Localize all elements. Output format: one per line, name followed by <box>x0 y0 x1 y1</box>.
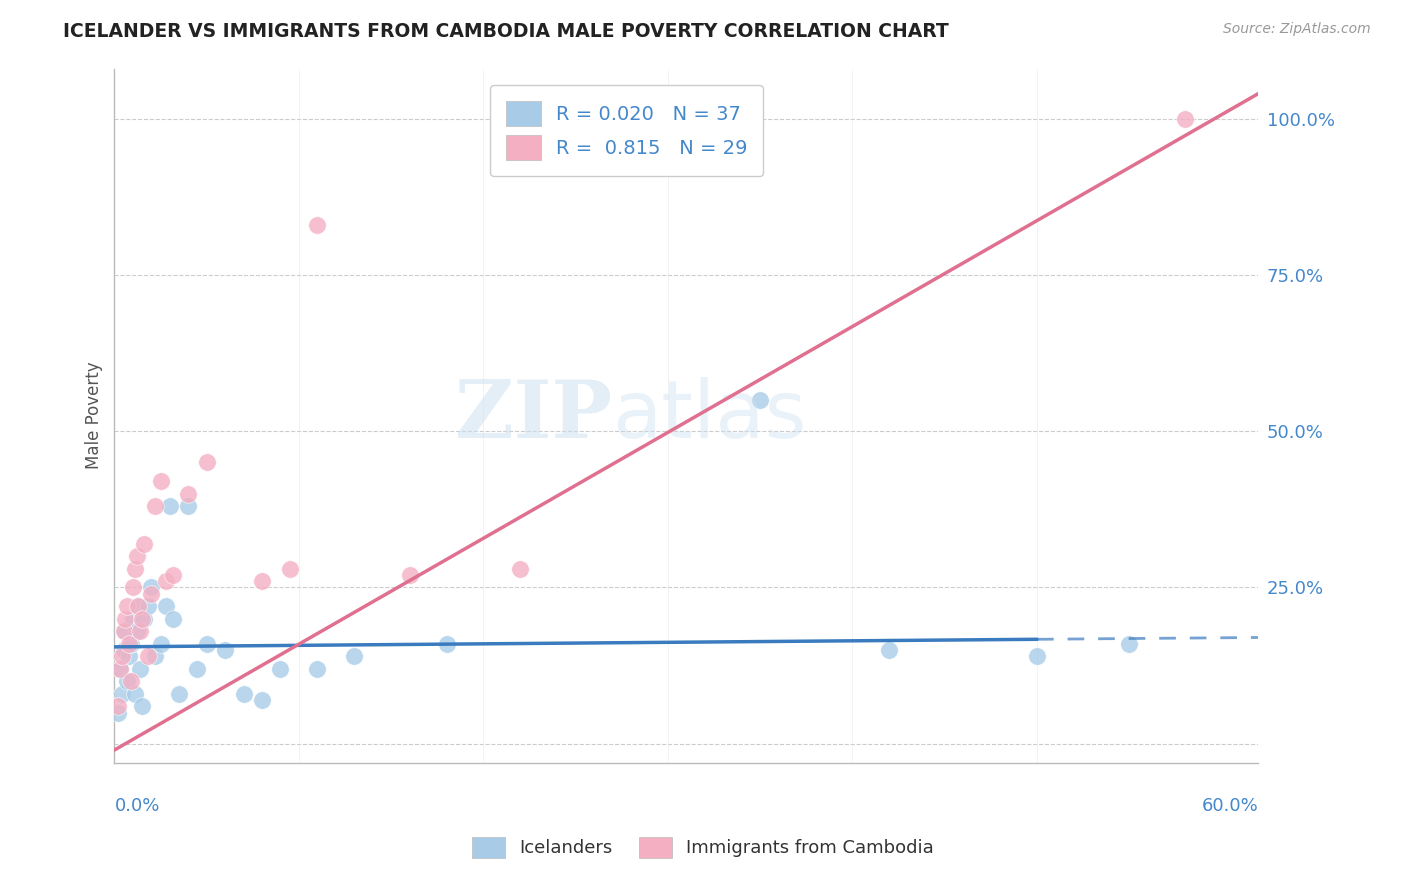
Point <box>155 574 177 589</box>
Point <box>269 662 291 676</box>
Point <box>143 499 166 513</box>
Text: 60.0%: 60.0% <box>1202 797 1258 815</box>
Point <box>111 687 134 701</box>
Point <box>149 637 172 651</box>
Point <box>232 687 254 701</box>
Text: atlas: atlas <box>612 376 807 455</box>
Point <box>1174 112 1197 126</box>
Point <box>125 549 148 564</box>
Text: ZIP: ZIP <box>456 376 612 455</box>
Point <box>131 612 153 626</box>
Point <box>132 537 155 551</box>
Point <box>111 649 134 664</box>
Point <box>124 687 146 701</box>
Text: ICELANDER VS IMMIGRANTS FROM CAMBODIA MALE POVERTY CORRELATION CHART: ICELANDER VS IMMIGRANTS FROM CAMBODIA MA… <box>63 22 949 41</box>
Point <box>214 643 236 657</box>
Point <box>118 637 141 651</box>
Point <box>749 392 772 407</box>
Point <box>131 699 153 714</box>
Point <box>127 599 149 614</box>
Point <box>125 624 148 639</box>
Point <box>879 643 901 657</box>
Point <box>136 599 159 614</box>
Text: Source: ZipAtlas.com: Source: ZipAtlas.com <box>1223 22 1371 37</box>
Point <box>343 649 366 664</box>
Point <box>141 587 163 601</box>
Point <box>114 624 136 639</box>
Point <box>107 699 129 714</box>
Point <box>278 562 301 576</box>
Point <box>1118 637 1140 651</box>
Legend: Icelanders, Immigrants from Cambodia: Icelanders, Immigrants from Cambodia <box>465 830 941 865</box>
Point <box>509 562 531 576</box>
Point <box>436 637 458 651</box>
Point <box>118 649 141 664</box>
Point <box>117 599 139 614</box>
Point <box>129 624 152 639</box>
Point <box>120 674 142 689</box>
Point <box>143 649 166 664</box>
Point <box>177 486 200 500</box>
Point <box>120 637 142 651</box>
Point <box>1026 649 1049 664</box>
Point <box>108 662 131 676</box>
Point <box>250 693 273 707</box>
Point <box>398 568 420 582</box>
Legend: R = 0.020   N = 37, R =  0.815   N = 29: R = 0.020 N = 37, R = 0.815 N = 29 <box>491 85 763 176</box>
Point <box>250 574 273 589</box>
Point <box>162 568 184 582</box>
Point <box>136 649 159 664</box>
Point <box>167 687 190 701</box>
Point <box>177 499 200 513</box>
Point <box>121 581 143 595</box>
Point <box>114 612 136 626</box>
Point <box>108 662 131 676</box>
Point <box>132 612 155 626</box>
Point <box>121 612 143 626</box>
Point <box>195 455 218 469</box>
Point <box>117 674 139 689</box>
Point <box>307 662 329 676</box>
Point <box>124 562 146 576</box>
Y-axis label: Male Poverty: Male Poverty <box>86 362 103 469</box>
Point <box>155 599 177 614</box>
Point <box>107 706 129 720</box>
Text: 0.0%: 0.0% <box>114 797 160 815</box>
Point <box>112 643 135 657</box>
Point <box>307 218 329 232</box>
Point <box>186 662 208 676</box>
Point <box>162 612 184 626</box>
Point <box>149 474 172 488</box>
Point <box>195 637 218 651</box>
Point <box>159 499 181 513</box>
Point <box>141 581 163 595</box>
Point <box>129 662 152 676</box>
Point <box>127 599 149 614</box>
Point <box>112 624 135 639</box>
